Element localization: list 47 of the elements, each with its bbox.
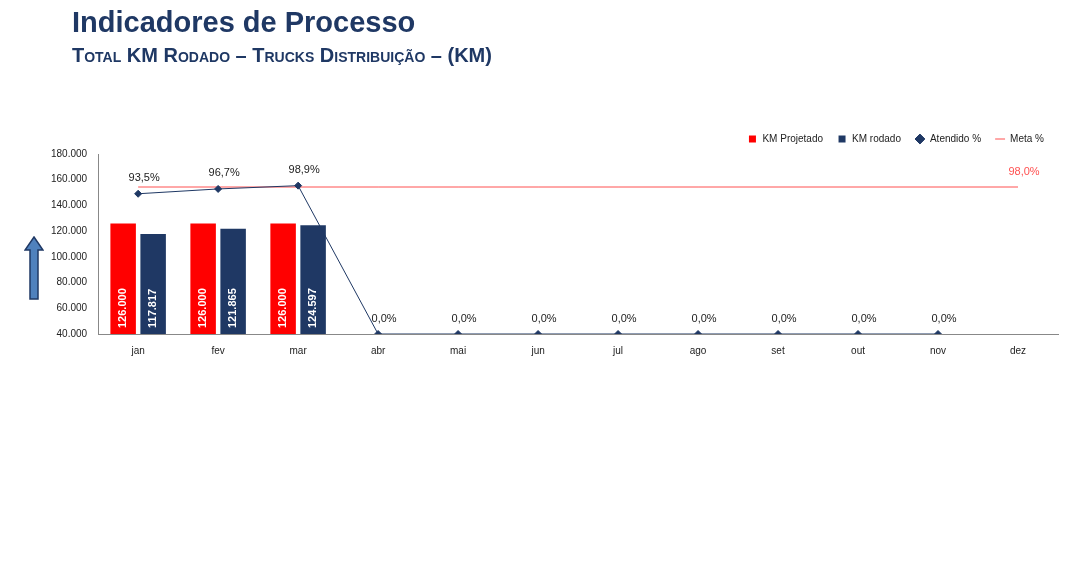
- x-tick-label: set: [771, 344, 785, 356]
- x-tick-label: fev: [211, 344, 225, 356]
- y-tick-label: 40.000: [56, 327, 88, 339]
- x-tick-label: nov: [929, 344, 947, 356]
- data-label: 124.597: [306, 288, 319, 328]
- point: [134, 189, 143, 198]
- data-label: 0,0%: [851, 311, 877, 324]
- x-tick-label: out: [851, 344, 866, 356]
- data-label: 0,0%: [451, 311, 477, 324]
- x-tick-label: abr: [370, 344, 386, 356]
- y-tick-label: 100.000: [50, 250, 88, 262]
- chart-subtitle: Total KM Rodado – Trucks Distribuição – (KM): [72, 44, 492, 67]
- data-label: 0,0%: [531, 311, 557, 324]
- legend-label: KM Projetado: [762, 132, 824, 144]
- data-label: 98,0%: [1008, 164, 1040, 177]
- y-tick-label: 60.000: [56, 302, 88, 314]
- x-tick-label: dez: [1009, 344, 1027, 356]
- x-tick-label: mar: [289, 344, 308, 356]
- data-label: 126.000: [116, 288, 129, 328]
- legend-label: Meta %: [1010, 132, 1045, 144]
- data-label: 121.865: [226, 288, 239, 328]
- y-tick-label: 120.000: [50, 224, 88, 236]
- x-tick-label: mai: [450, 344, 467, 356]
- y-tick-label: 160.000: [50, 173, 88, 185]
- data-label: 0,0%: [771, 311, 797, 324]
- data-label: 126.000: [276, 288, 289, 328]
- data-label: 117.817: [146, 288, 159, 328]
- data-label: 98,9%: [288, 163, 320, 176]
- y-tick-label: 140.000: [50, 199, 88, 211]
- legend-label: Atendido %: [929, 132, 982, 144]
- point: [294, 181, 303, 190]
- y-tick-label: 80.000: [56, 276, 88, 288]
- x-tick-label: ago: [689, 344, 707, 356]
- legend-label: KM rodado: [852, 132, 902, 144]
- x-tick-label: jul: [612, 344, 624, 356]
- data-label: 0,0%: [691, 311, 717, 324]
- data-label: 0,0%: [611, 311, 637, 324]
- y-tick-label: 180.000: [50, 147, 88, 159]
- data-label: 93,5%: [128, 171, 160, 184]
- x-tick-label: jun: [530, 344, 545, 356]
- data-label: 96,7%: [208, 166, 240, 179]
- data-label: 0,0%: [931, 311, 957, 324]
- data-label: 0,0%: [371, 311, 397, 324]
- data-label: 126.000: [196, 288, 209, 328]
- point: [214, 184, 223, 193]
- chart-title: Indicadores de Processo: [72, 6, 416, 39]
- x-tick-label: jan: [130, 344, 145, 356]
